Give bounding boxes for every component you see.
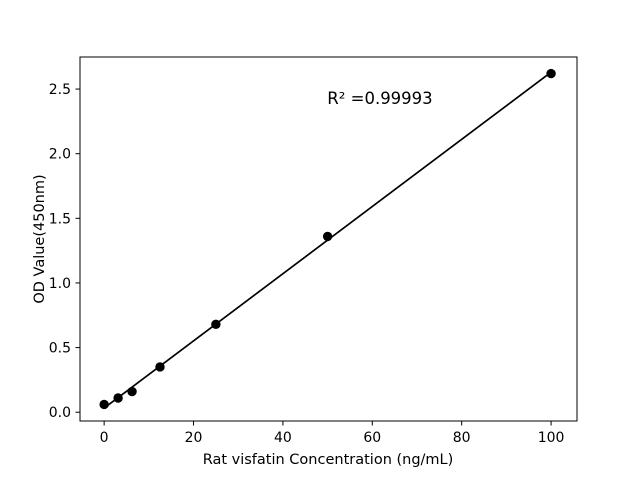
data-point bbox=[211, 319, 221, 330]
x-tick-label: 60 bbox=[363, 430, 381, 446]
x-axis-label: Rat visfatin Concentration (ng/mL) bbox=[203, 452, 454, 468]
data-point bbox=[546, 68, 556, 79]
y-tick-label: 0.0 bbox=[49, 405, 71, 421]
y-tick-label: 1.0 bbox=[49, 276, 71, 292]
y-tick-label: 1.5 bbox=[49, 211, 71, 227]
y-tick-label: 2.0 bbox=[49, 147, 71, 163]
y-axis-label: OD Value(450nm) bbox=[32, 174, 48, 303]
x-tick-label: 0 bbox=[100, 430, 109, 446]
data-series bbox=[99, 68, 556, 410]
plot-frame bbox=[79, 56, 578, 422]
data-point bbox=[155, 362, 165, 372]
y-axis: 0.0 0.5 1.0 1.5 2.0 2.5 bbox=[49, 82, 80, 421]
x-tick-label: 80 bbox=[453, 430, 471, 446]
x-axis: 0 20 40 60 80 100 bbox=[100, 421, 565, 446]
data-point bbox=[99, 399, 109, 410]
x-tick-label: 100 bbox=[538, 430, 565, 446]
y-tick-label: 2.5 bbox=[49, 82, 71, 98]
data-point bbox=[127, 386, 137, 397]
data-point bbox=[113, 393, 123, 403]
x-tick-label: 40 bbox=[274, 430, 292, 446]
r-squared-annotation: R² =0.99993 bbox=[327, 89, 432, 108]
x-tick-label: 20 bbox=[185, 430, 203, 446]
data-point bbox=[322, 231, 333, 242]
y-tick-label: 0.5 bbox=[49, 341, 71, 357]
